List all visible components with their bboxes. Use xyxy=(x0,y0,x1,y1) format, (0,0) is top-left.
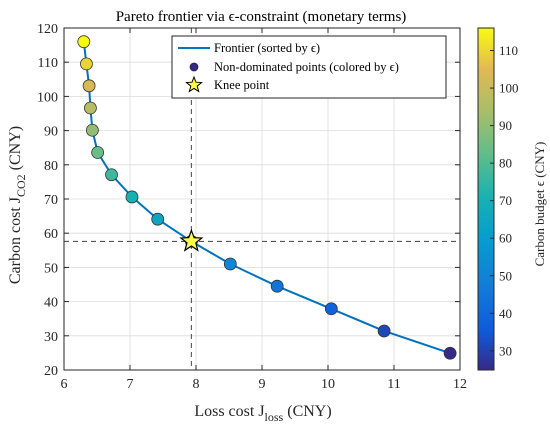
y-axis-label: Carbon cost JCO2 (CNY) xyxy=(7,126,28,284)
pareto-point xyxy=(151,212,165,226)
colorbar: 30 40 50 60 70 80 90 100 110 Carbon budget ϵ (CN… xyxy=(477,27,547,371)
colorbar-label: Carbon budget ϵ (CNY) xyxy=(532,142,547,267)
scatter-series xyxy=(77,35,457,360)
legend-points-label: Non-dominated points (colored by ϵ) xyxy=(214,60,399,74)
legend-knee-label: Knee point xyxy=(214,78,270,92)
y-tick-label: 80 xyxy=(44,159,58,174)
colorbar-tick-label: 110 xyxy=(499,43,518,58)
x-tick-label: 9 xyxy=(259,377,266,392)
pareto-point xyxy=(377,324,391,338)
pareto-point xyxy=(223,257,237,271)
y-tick-label: 90 xyxy=(44,125,58,140)
y-tick-label: 110 xyxy=(38,56,58,71)
colorbar-tick-label: 50 xyxy=(499,268,512,283)
y-tick-label: 40 xyxy=(44,296,58,311)
chart-title: Pareto frontier via ϵ-constraint (moneta… xyxy=(116,9,407,25)
pareto-point xyxy=(125,190,139,204)
pareto-point xyxy=(443,346,457,360)
y-axis-label-sub: CO2 xyxy=(14,174,28,197)
pareto-point xyxy=(84,101,97,115)
colorbar-tick-label: 30 xyxy=(499,343,512,358)
pareto-point xyxy=(80,57,93,71)
x-axis-label-suffix: (CNY) xyxy=(283,403,331,420)
x-tick-label: 7 xyxy=(127,377,134,392)
colorbar-tick-label: 60 xyxy=(499,231,512,246)
pareto-point xyxy=(324,302,338,316)
y-tick-label: 60 xyxy=(44,227,58,242)
pareto-point xyxy=(91,146,105,159)
pareto-point xyxy=(105,168,118,182)
x-tick-label: 8 xyxy=(193,377,200,392)
x-tick-label: 10 xyxy=(321,377,335,392)
legend: Frontier (sorted by ϵ) Non-dominated poi… xyxy=(171,35,447,99)
x-tick-label: 12 xyxy=(453,377,467,392)
colorbar-ticks: 30 40 50 60 70 80 90 100 110 xyxy=(490,43,519,358)
x-tick-label: 6 xyxy=(61,377,68,392)
x-axis-label: Loss cost Jloss (CNY) xyxy=(194,403,331,424)
colorbar-tick-label: 100 xyxy=(499,81,519,96)
colorbar-tick-label: 90 xyxy=(499,118,512,133)
y-tick-label: 30 xyxy=(44,330,58,345)
knee-series xyxy=(179,228,204,252)
legend-frontier-label: Frontier (sorted by ϵ) xyxy=(214,41,320,55)
pareto-point xyxy=(270,279,284,293)
x-tick-label: 11 xyxy=(387,377,400,392)
colorbar-gradient xyxy=(477,27,495,371)
x-axis-label-sub: loss xyxy=(265,410,284,424)
y-tick-label: 70 xyxy=(44,193,58,208)
x-axis-label-base: Loss cost J xyxy=(194,403,264,420)
legend-points-swatch xyxy=(189,62,199,72)
colorbar-tick-label: 40 xyxy=(499,306,512,321)
y-axis-label-suffix: (CNY) xyxy=(7,126,24,174)
pareto-point xyxy=(82,79,96,93)
y-tick-label: 100 xyxy=(37,90,58,105)
y-tick-label: 20 xyxy=(44,364,58,379)
colorbar-tick-label: 80 xyxy=(499,156,512,171)
colorbar-tick-label: 70 xyxy=(499,193,512,208)
y-tick-label: 50 xyxy=(44,261,58,276)
y-tick-label: 120 xyxy=(37,22,58,37)
legend-knee-swatch xyxy=(185,75,203,93)
y-axis-ticks: 20 30 40 50 60 70 80 90 100 110 120 xyxy=(37,22,460,379)
knee-point-star xyxy=(179,228,204,252)
legend-box xyxy=(171,35,447,99)
x-axis-ticks: 6 7 8 9 10 11 12 xyxy=(61,28,467,392)
y-axis-label-base: Carbon cost J xyxy=(7,197,24,284)
pareto-point xyxy=(85,123,99,137)
pareto-point xyxy=(77,35,91,49)
